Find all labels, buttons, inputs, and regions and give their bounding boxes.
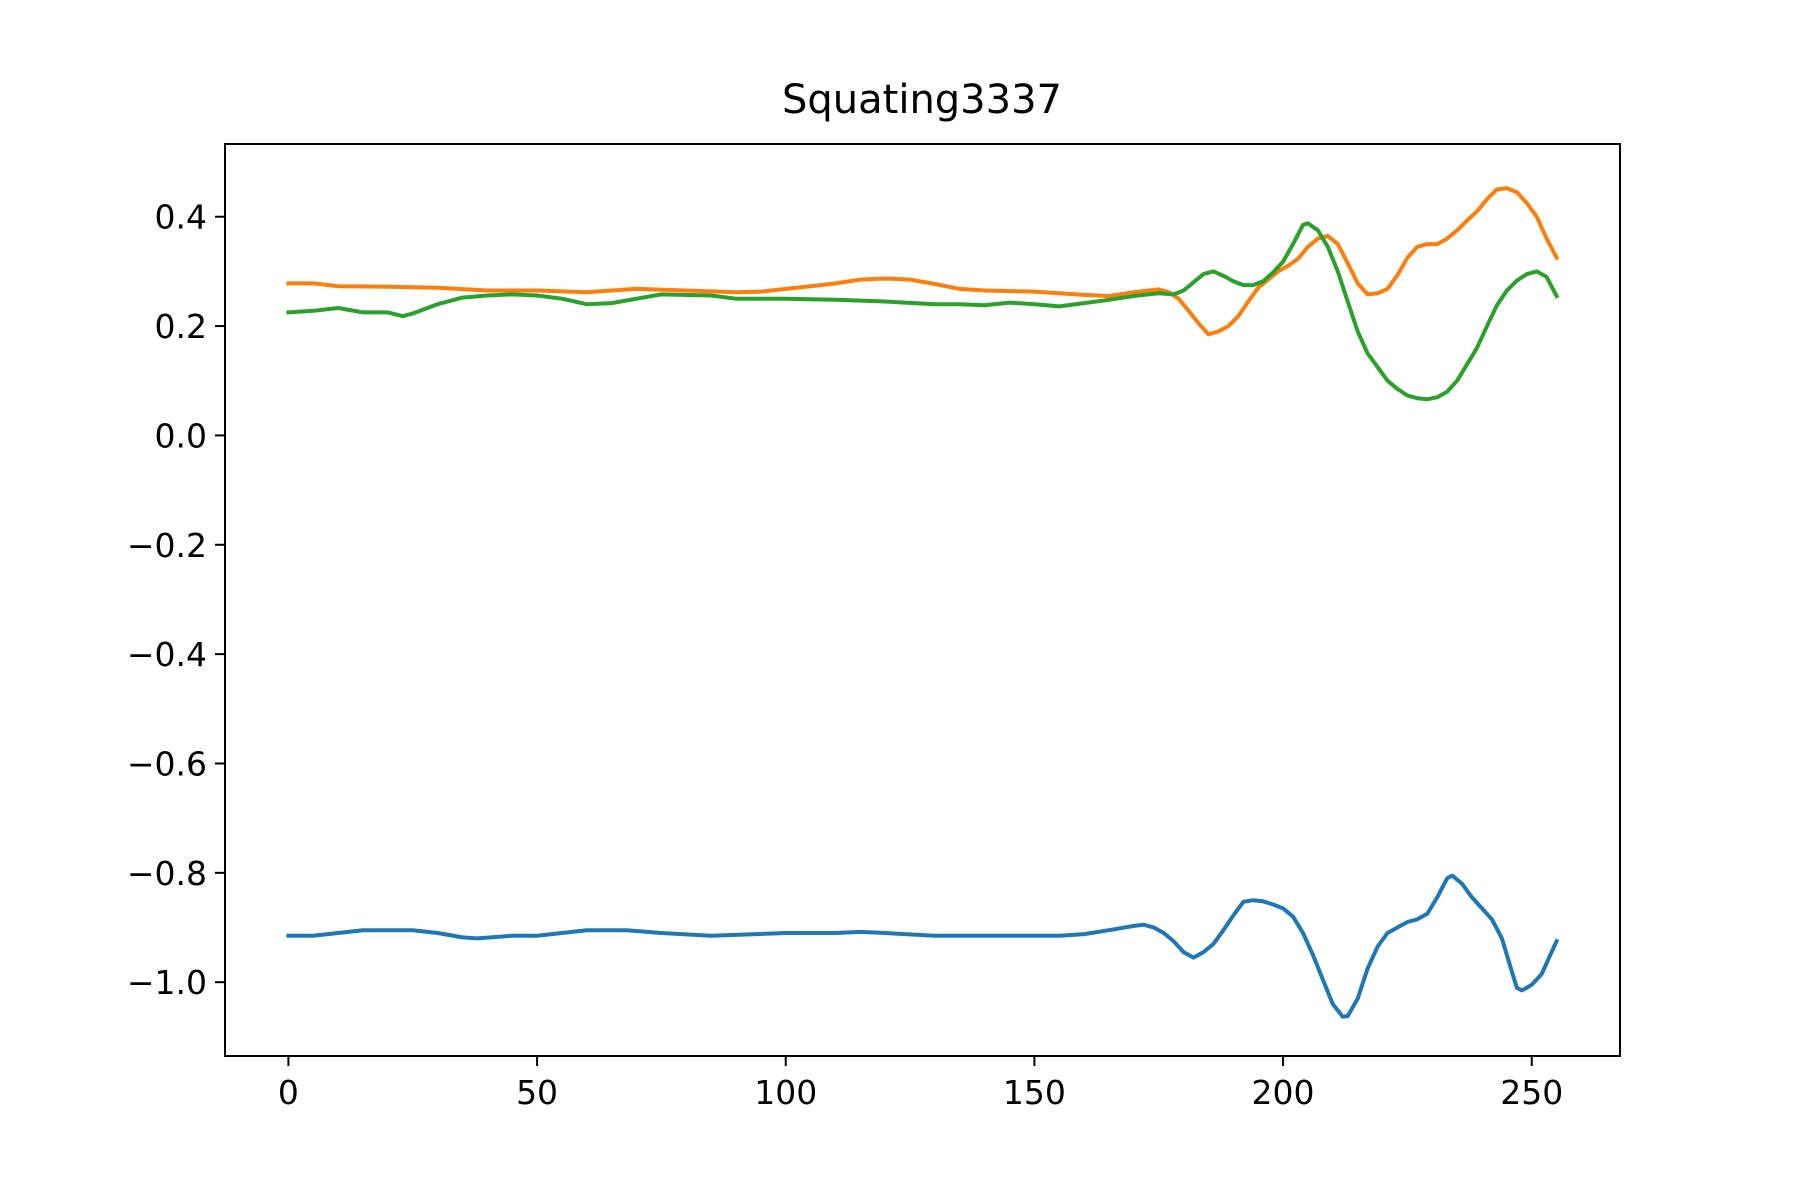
y-tick-label: −0.8 [127,854,207,893]
plot-frame [224,143,1621,1057]
series-layer [286,186,1560,1019]
y-tick-label: 0.4 [155,198,207,237]
series-line-3 [286,221,1560,402]
x-tick-label: 150 [1003,1073,1066,1112]
x-tick-label: 200 [1252,1073,1315,1112]
x-tick-label: 250 [1500,1073,1563,1112]
plot-area [225,144,1620,1056]
y-tick-label: −0.4 [127,635,207,674]
x-tick-label: 50 [516,1073,558,1112]
y-axis: 0.4 0.2 0.0 −0.2 −0.4 −0.6 −0.8 −1.0 [127,198,225,1002]
y-tick-label: 0.0 [155,416,207,455]
y-tick-label: −0.2 [127,526,207,565]
y-tick-label: −0.6 [127,744,207,783]
x-tick-label: 0 [278,1073,299,1112]
chart-title: Squating3337 [782,77,1062,123]
x-tick-label: 100 [754,1073,817,1112]
series-line-1 [286,873,1560,1019]
x-axis: 0 50 100 150 200 250 [278,1056,1563,1112]
y-tick-label: −1.0 [127,963,207,1002]
y-tick-label: 0.2 [155,307,207,346]
series-line-2 [286,186,1560,337]
